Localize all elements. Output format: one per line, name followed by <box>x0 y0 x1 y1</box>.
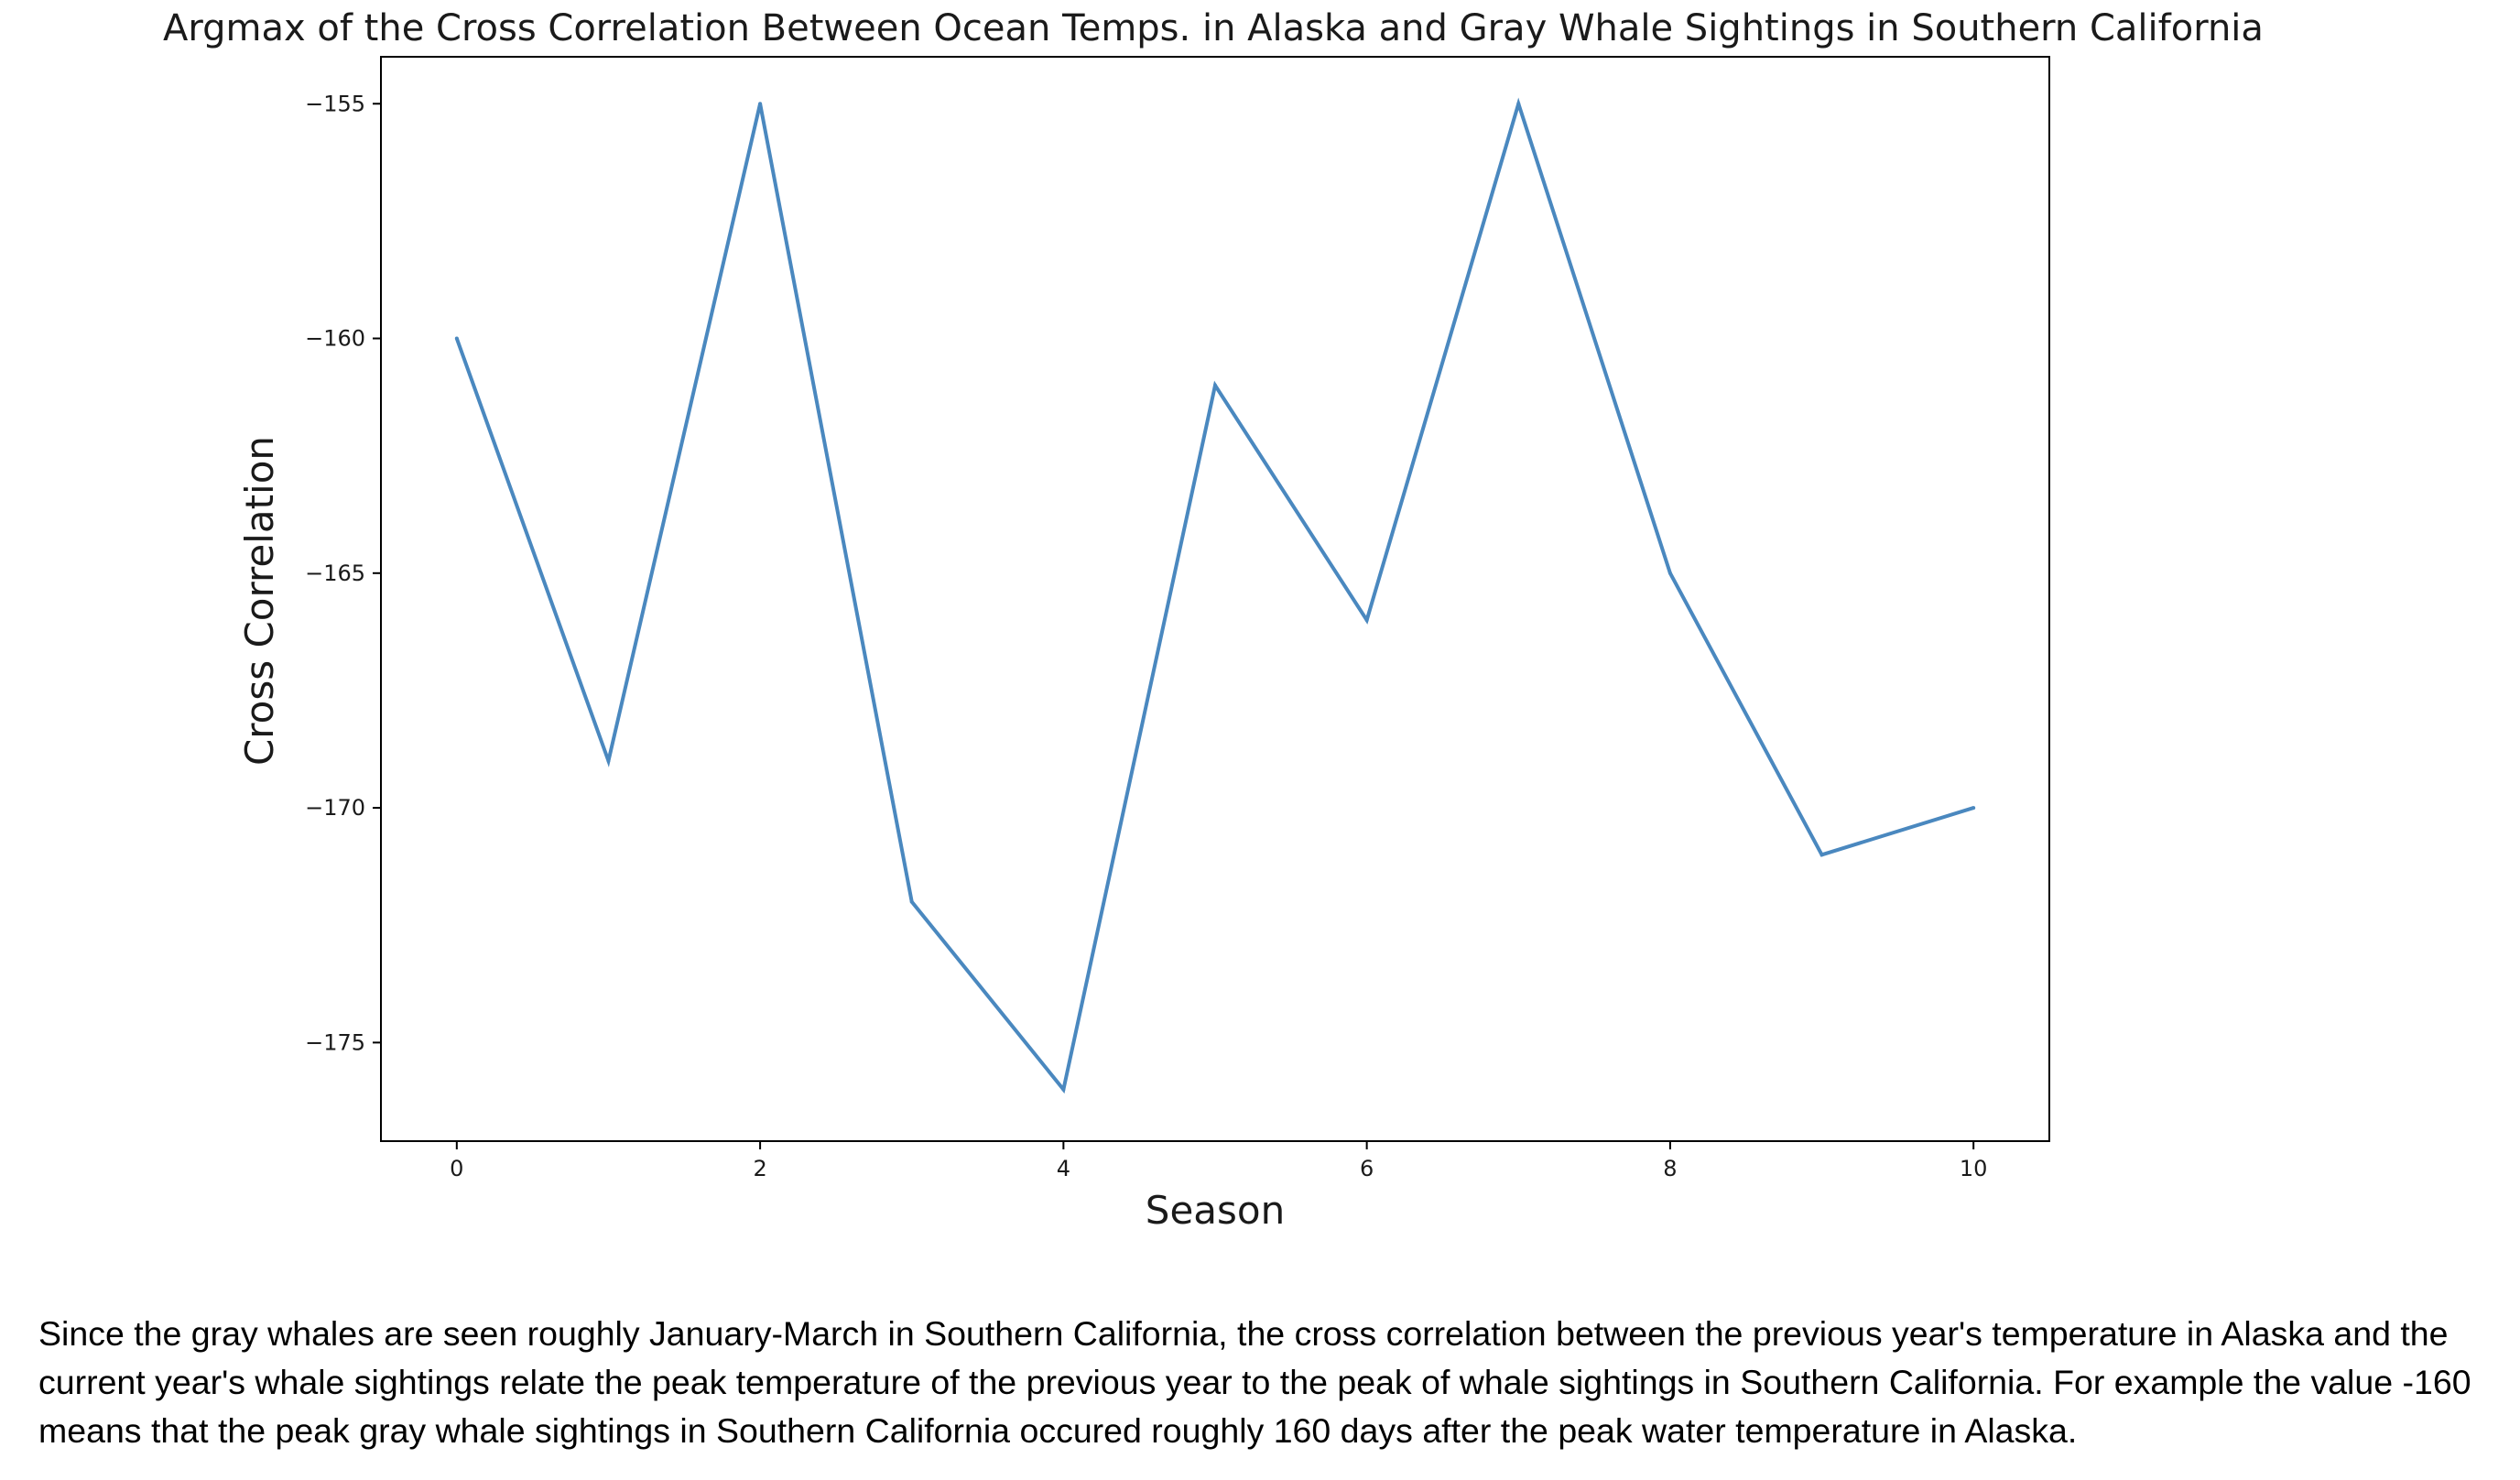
x-axis-ticks: 0 2 4 6 8 10 <box>450 1141 1987 1181</box>
y-tick-label: −155 <box>305 91 365 116</box>
y-tick-label: −165 <box>305 560 365 586</box>
series-line <box>454 97 1974 1094</box>
x-tick-label: 8 <box>1663 1156 1677 1181</box>
y-tick-label: −170 <box>305 795 365 821</box>
data-point <box>1213 383 1217 387</box>
plot-frame <box>380 56 2050 1142</box>
data-point <box>758 102 763 106</box>
data-point <box>1819 853 1824 857</box>
x-tick-label: 4 <box>1057 1156 1070 1181</box>
data-point <box>454 336 459 341</box>
data-point <box>1667 571 1672 575</box>
y-axis-label: Cross Correlation <box>237 436 282 766</box>
x-axis-label: Season <box>1146 1188 1285 1233</box>
chart-title: Argmax of the Cross Correlation Between … <box>163 7 2264 49</box>
caption-text: Since the gray whales are seen roughly J… <box>38 1314 2471 1450</box>
y-tick-label: −160 <box>305 326 365 352</box>
x-tick-label: 0 <box>450 1156 463 1181</box>
x-tick-label: 2 <box>753 1156 766 1181</box>
y-tick-label: −175 <box>305 1029 365 1055</box>
x-tick-label: 10 <box>1960 1156 1988 1181</box>
data-point <box>1061 1087 1066 1092</box>
data-point <box>1516 102 1521 106</box>
x-tick-label: 6 <box>1360 1156 1374 1181</box>
series-points <box>454 102 1976 1092</box>
data-point <box>909 899 914 904</box>
y-axis-ticks: −155 −160 −165 −170 −175 <box>305 91 381 1055</box>
data-point <box>606 758 611 763</box>
data-point <box>1971 806 1976 811</box>
chart: Argmax of the Cross Correlation Between … <box>163 7 2264 1233</box>
data-point <box>1364 618 1369 623</box>
